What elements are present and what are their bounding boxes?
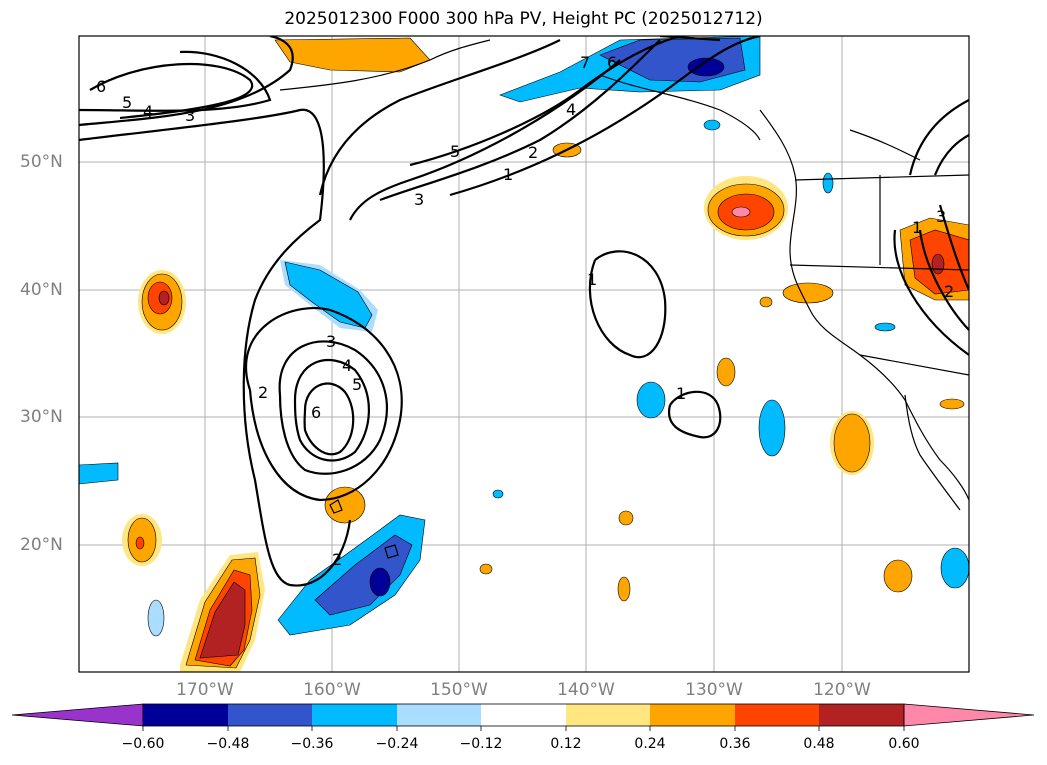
contour-label: 3: [414, 190, 424, 209]
contour-label: 4: [342, 356, 352, 375]
colorbar-tick: 0.36: [719, 736, 751, 752]
contour-label: 2: [332, 550, 342, 569]
lon-label-160w: 160°W: [303, 680, 361, 700]
contour-label: 3: [185, 106, 195, 125]
contour-label: 2: [528, 143, 538, 162]
contour-labels: 6 5 4 3 7 6 5 4 2 1 3 1 2 3 4 5 6 1 3 2 …: [96, 53, 954, 569]
lon-label-130w: 130°W: [685, 680, 743, 700]
contour-label: 6: [311, 403, 321, 422]
lat-label-40n: 40°N: [20, 280, 63, 300]
contour-label: 1: [587, 270, 597, 289]
graticule: [79, 36, 969, 672]
contour-label: 3: [936, 207, 946, 226]
contour-label: 1: [912, 218, 922, 237]
contour-label: 1: [676, 384, 686, 403]
lon-label-140w: 140°W: [557, 680, 615, 700]
contour-label: 5: [352, 375, 362, 394]
contour-label: 4: [143, 102, 153, 121]
colorbar: [11, 703, 1035, 731]
height-contours: [79, 36, 969, 587]
map-title: 2025012300 F000 300 hPa PV, Height PC (2…: [284, 9, 763, 29]
contour-label: 5: [450, 142, 460, 161]
lat-label-20n: 20°N: [20, 535, 63, 555]
contour-label: 6: [607, 53, 617, 72]
colorbar-tick: −0.60: [121, 736, 165, 752]
map-frame: [78, 35, 970, 673]
contour-label: 4: [566, 100, 576, 119]
lat-label-30n: 30°N: [20, 407, 63, 427]
coastlines: [279, 39, 969, 559]
contour-label: 5: [122, 93, 132, 112]
contour-label: 6: [96, 77, 106, 96]
colorbar-tick: −0.12: [459, 736, 503, 752]
pv-positive-anomalies: [122, 37, 969, 672]
lon-label-150w: 150°W: [430, 680, 488, 700]
colorbar-tick: 0.24: [634, 736, 666, 752]
colorbar-tick: −0.36: [290, 736, 334, 752]
colorbar-tick: 0.12: [550, 736, 582, 752]
lon-label-170w: 170°W: [176, 680, 234, 700]
contour-label: 1: [503, 165, 513, 184]
colorbar-tick: −0.48: [206, 736, 250, 752]
colorbar-tick: −0.24: [375, 736, 419, 752]
contour-label: 3: [326, 332, 336, 351]
colorbar-tick: 0.60: [888, 736, 920, 752]
pv-negative-anomalies: [79, 36, 969, 637]
contour-label: 7: [580, 53, 590, 72]
lon-label-120w: 120°W: [813, 680, 871, 700]
contour-label: 2: [944, 282, 954, 301]
contour-label: 2: [258, 383, 268, 402]
lat-label-50n: 50°N: [20, 152, 63, 172]
colorbar-tick: 0.48: [803, 736, 835, 752]
